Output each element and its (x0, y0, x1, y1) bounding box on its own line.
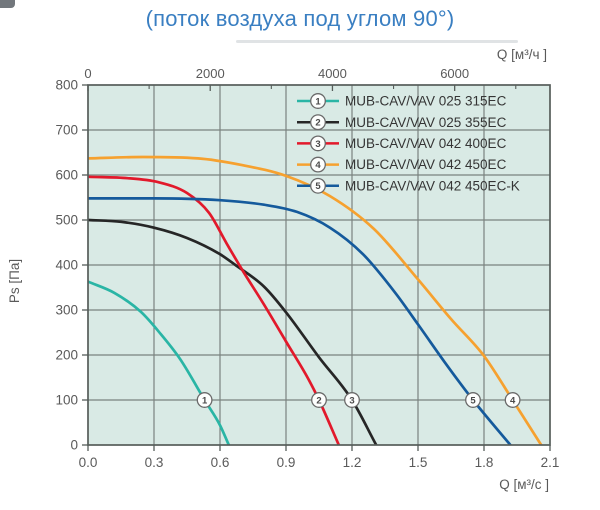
legend-label-2: MUB-CAV/VAV 025 355EC (345, 115, 507, 130)
series-curve-5 (88, 197, 512, 445)
y-axis-tick-label: 0 (70, 438, 78, 453)
curve-marker-1-number: 1 (202, 395, 208, 406)
legend-item-5: 5 MUB-CAV/VAV 042 450EC-K (297, 177, 520, 194)
legend-label-3: MUB-CAV/VAV 042 400EC (345, 136, 507, 151)
legend-marker-4: 4 (310, 156, 326, 173)
y-axis-tick-label: 100 (55, 393, 78, 408)
legend-item-3: 3 MUB-CAV/VAV 042 400EC (297, 135, 507, 152)
legend-label-4: MUB-CAV/VAV 042 450EC (345, 157, 507, 172)
legend-item-4: 4 MUB-CAV/VAV 042 450EC (297, 156, 507, 173)
y-axis-tick-label: 600 (55, 168, 78, 183)
legend-marker-1-number: 1 (315, 96, 321, 107)
legend-item-2: 2 MUB-CAV/VAV 025 355EC (297, 114, 507, 131)
curve-marker-1: 1 (196, 392, 213, 408)
x-axis-top-label: Q [м³/ч ] (497, 47, 547, 62)
legend-marker-5: 5 (310, 177, 326, 194)
legend-label-5: MUB-CAV/VAV 042 450EC-K (345, 178, 520, 193)
chart-title: (поток воздуха под углом 90°) (145, 6, 455, 31)
legend-item-1: 1 MUB-CAV/VAV 025 315EC (297, 93, 507, 109)
y-axis-tick-label: 500 (55, 213, 78, 228)
curve-marker-2-circle (311, 392, 327, 408)
y-axis-tick-label: 300 (55, 303, 78, 318)
curve-marker-3-circle (344, 392, 360, 408)
series-curve-1 (88, 280, 231, 445)
legend-marker-4-circle (310, 156, 326, 173)
top-axis-tick-label: 4000 (318, 66, 347, 81)
top-axis-tick-label: 2000 (196, 66, 225, 81)
bottom-axis-tick-label: 1.8 (475, 455, 494, 470)
plot-border (87, 84, 551, 446)
curve-marker-3: 3 (344, 392, 360, 408)
curve-marker-4-circle (504, 392, 521, 408)
y-axis-label: Ps [Па] (7, 259, 22, 303)
legend-marker-3-number: 3 (315, 139, 320, 150)
legend-marker-2-number: 2 (315, 118, 320, 129)
top-axis-tick-label: 0 (84, 66, 91, 81)
curve-marker-4-number: 4 (510, 395, 516, 406)
curve-marker-1-circle (196, 392, 213, 408)
curve-marker-2: 2 (311, 392, 327, 408)
y-axis-tick-label: 800 (55, 78, 78, 93)
legend-marker-5-circle (310, 177, 326, 194)
legend-marker-3: 3 (310, 135, 326, 152)
legend-label-1: MUB-CAV/VAV 025 315EC (345, 94, 507, 109)
legend-marker-1-circle (310, 93, 326, 109)
legend-marker-2-circle (310, 114, 326, 131)
series-curve-4 (88, 155, 543, 445)
legend-marker-1: 1 (310, 93, 326, 109)
bottom-axis-tick-label: 0.3 (145, 455, 164, 470)
bottom-axis-tick-label: 1.5 (409, 455, 428, 470)
legend-marker-5-number: 5 (315, 181, 321, 192)
x-axis-bottom-label: Q [м³/с ] (499, 477, 549, 492)
bottom-axis-tick-label: 2.1 (541, 455, 560, 470)
bottom-axis-tick-label: 1.2 (343, 455, 362, 470)
y-axis-tick-label: 400 (55, 258, 78, 273)
legend-marker-4-number: 4 (315, 160, 321, 171)
bottom-axis-tick-label: 0.9 (277, 455, 296, 470)
curve-marker-5-number: 5 (470, 395, 476, 406)
bottom-axis-tick-label: 0.6 (211, 455, 230, 470)
series-curve-2 (88, 218, 378, 445)
curve-marker-3-number: 3 (349, 395, 354, 406)
y-axis-tick-label: 700 (55, 123, 78, 138)
curve-marker-5-circle (465, 392, 481, 408)
curve-marker-2-number: 2 (316, 395, 321, 406)
legend-marker-2: 2 (310, 114, 326, 131)
curve-marker-4: 4 (504, 392, 521, 408)
bottom-axis-tick-label: 0.0 (79, 455, 98, 470)
curve-marker-5: 5 (465, 392, 481, 408)
series-curve-3 (88, 175, 341, 445)
legend-marker-3-circle (310, 135, 326, 152)
top-axis-tick-label: 6000 (440, 66, 469, 81)
y-axis-tick-label: 200 (55, 348, 78, 363)
